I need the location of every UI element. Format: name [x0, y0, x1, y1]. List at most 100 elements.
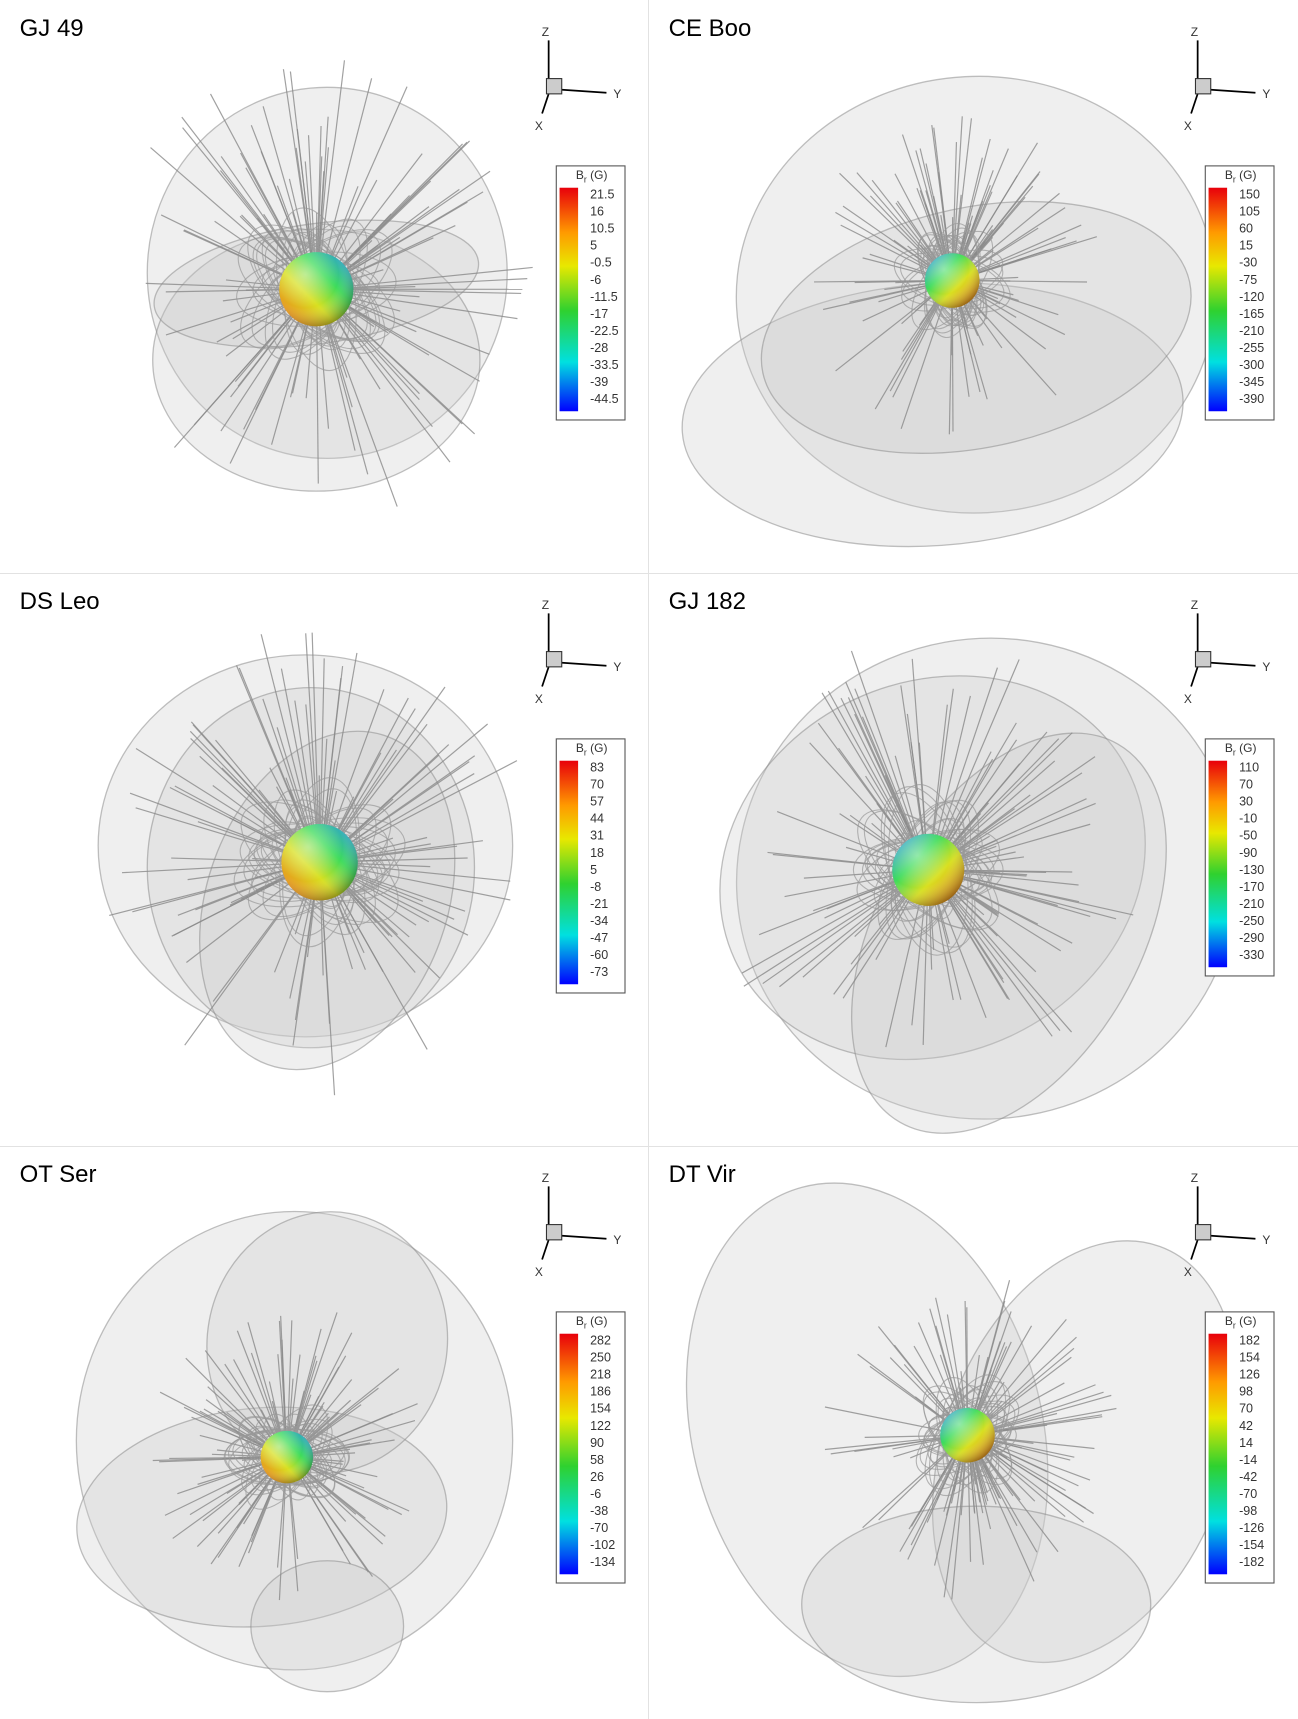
- colorbar-subscript: r: [1233, 747, 1236, 757]
- colorbar-tick-label: -38: [590, 1504, 608, 1518]
- field-line: [913, 1345, 956, 1418]
- field-line: [985, 1356, 1072, 1424]
- field-line: [970, 292, 1047, 350]
- colorbar-tick-label: 26: [590, 1470, 604, 1484]
- field-line: [869, 195, 937, 266]
- field-line: [835, 211, 934, 271]
- field-line: [809, 742, 909, 851]
- axis-y: [1207, 88, 1256, 94]
- field-line: [984, 1347, 1075, 1423]
- field-line: [827, 690, 914, 846]
- field-line: [215, 739, 300, 841]
- field-line: [960, 1456, 967, 1516]
- field-line: [322, 665, 344, 832]
- colorbar-tick-label: -30: [1239, 256, 1257, 270]
- panel: OT Ser Z Y X Br (G) 282 250 218 186 154 122 90 58 26 -…: [0, 1146, 649, 1719]
- field-line: [349, 836, 428, 857]
- field-line: [177, 871, 291, 916]
- panel-graphic: GJ 49 Z Y X Br (G) 21.5 16 10.5 5 -0.5 -6 -11.5 -17 -…: [20, 15, 626, 507]
- field-line: [173, 309, 296, 448]
- field-line: [333, 888, 365, 954]
- field-line: [931, 688, 954, 842]
- field-line: [135, 807, 291, 855]
- field-line: [331, 179, 378, 265]
- field-line: [940, 659, 1020, 845]
- field-line: [276, 185, 306, 263]
- colorbar-tick-label: 70: [1239, 1402, 1253, 1416]
- colorbar-tick-label: -42: [1239, 1470, 1257, 1484]
- field-line: [177, 1462, 268, 1495]
- axis-label: X: [535, 119, 543, 133]
- field-line: [840, 224, 933, 273]
- field-line: [311, 632, 320, 832]
- field-line: [957, 138, 991, 260]
- field-line: [950, 760, 1056, 853]
- axis-label: X: [1184, 1265, 1192, 1279]
- colorbar-tick-label: -6: [590, 1487, 601, 1501]
- field-line: [239, 215, 295, 271]
- field-line: [973, 1455, 989, 1502]
- panel: GJ 49 Z Y X Br (G) 21.5 16 10.5 5 -0.5 -6 -11.5 -17 -…: [0, 0, 649, 573]
- colorbar-tick-label: 150: [1239, 188, 1260, 202]
- colorbar-tick-label: 122: [590, 1419, 611, 1433]
- colorbar-tick-label: -290: [1239, 931, 1264, 945]
- colorbar-tick-label: 44: [590, 812, 604, 826]
- field-line: [289, 71, 314, 260]
- field-line: [337, 309, 420, 401]
- colorbar-tick-label: 186: [590, 1385, 611, 1399]
- field-line: [949, 888, 1037, 973]
- axis-y: [558, 1234, 607, 1240]
- axis-label: Y: [1262, 87, 1270, 101]
- field-line: [967, 1457, 972, 1562]
- colorbar-tick-label: 16: [590, 205, 604, 219]
- field-line: [301, 1412, 329, 1443]
- field-line: [251, 1475, 279, 1537]
- colorbar-tick-label: -330: [1239, 948, 1264, 962]
- colorbar-unit: (G): [1239, 741, 1256, 755]
- field-line: [342, 881, 441, 979]
- divider: [0, 1146, 1298, 1147]
- field-line: [307, 1439, 395, 1455]
- field-line: [762, 884, 905, 985]
- field-line: [341, 236, 401, 276]
- field-line: [210, 1473, 275, 1565]
- field-line: [292, 1328, 322, 1438]
- field-line: [277, 1354, 286, 1437]
- axis-x: [1190, 1239, 1199, 1260]
- colorbar-unit: (G): [590, 741, 607, 755]
- field-line: [835, 292, 935, 372]
- field-line: [345, 289, 522, 295]
- colorbar-tick-label: -250: [1239, 914, 1264, 928]
- colorbar-tick-label: 30: [1239, 795, 1253, 809]
- colorbar-tick-label: 70: [1239, 778, 1253, 792]
- colorbar-tick-label: -11.5: [590, 290, 618, 304]
- colorbar-unit: (G): [1239, 1314, 1256, 1328]
- field-line: [899, 1453, 957, 1552]
- field-line: [902, 297, 940, 352]
- colorbar-tick-label: 60: [1239, 222, 1253, 236]
- colorbar-tick-label: -33.5: [590, 358, 619, 372]
- star-shade: [279, 252, 354, 327]
- field-line: [347, 874, 469, 936]
- field-line: [971, 1456, 984, 1514]
- field-line: [966, 171, 1041, 265]
- field-line: [976, 1346, 1008, 1416]
- colorbar-symbol: B: [576, 741, 584, 755]
- field-line: [307, 1458, 343, 1465]
- field-line: [217, 1410, 270, 1447]
- field-line: [871, 179, 939, 265]
- panel-graphic: OT Ser Z Y X Br (G) 282 250 218 186 154 122 90 58 26 -…: [20, 1161, 626, 1693]
- panel: GJ 182 Z Y X Br (G) 110 70 30 -10 -50 -90 -130 -170 -…: [649, 573, 1298, 1146]
- field-line: [972, 224, 1082, 274]
- field-line: [319, 60, 346, 260]
- star-shade: [260, 1430, 314, 1484]
- field-line: [292, 892, 316, 1046]
- panel-graphic: CE Boo Z Y X Br (G) 150 105 60 15 -30 -75 -120 -165 -…: [669, 15, 1275, 548]
- field-line: [216, 301, 290, 343]
- field-line: [345, 266, 533, 288]
- field-line: [245, 167, 301, 265]
- field-line: [917, 1322, 959, 1416]
- field-line: [970, 227, 1039, 271]
- field-line: [328, 891, 353, 970]
- field-line: [345, 295, 401, 312]
